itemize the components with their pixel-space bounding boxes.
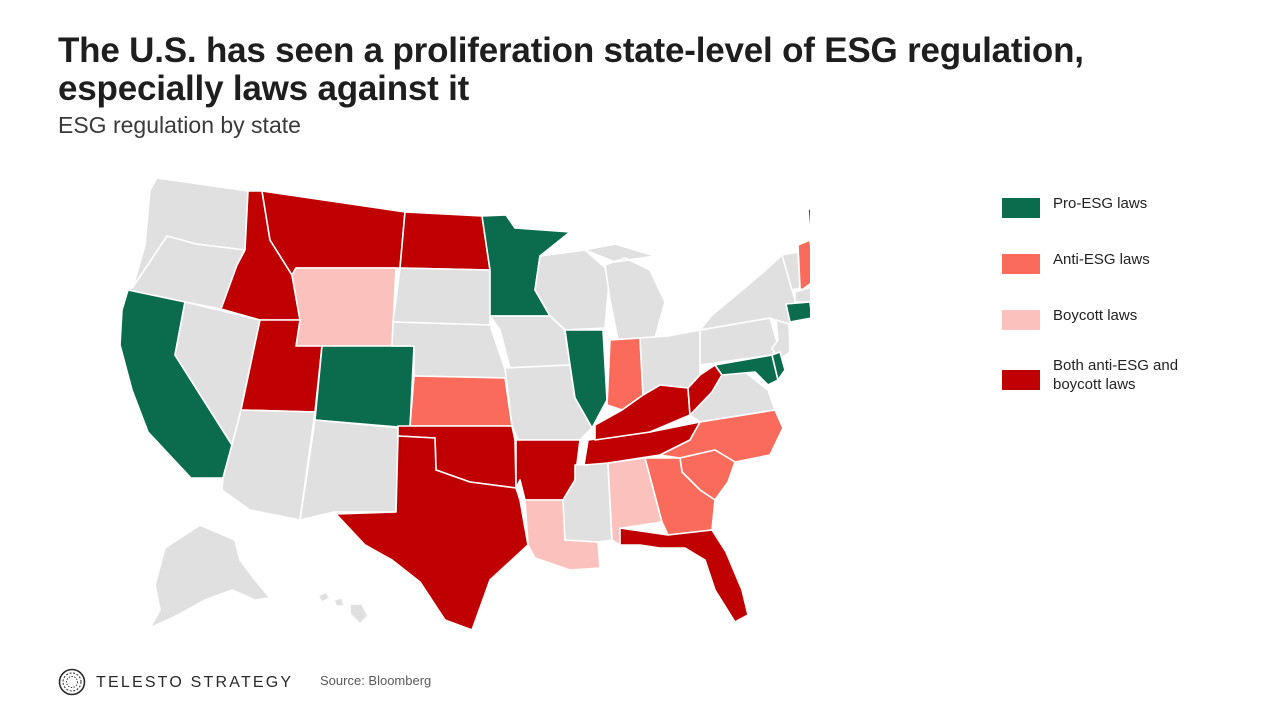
state-wisconsin bbox=[534, 249, 611, 331]
state-connecticut bbox=[785, 301, 810, 323]
state-kansas bbox=[409, 375, 513, 427]
state-colorado bbox=[314, 345, 415, 429]
state-missouri bbox=[504, 364, 593, 441]
source-note: Source: Bloomberg bbox=[320, 673, 432, 688]
legend-label-boycott: Boycott laws bbox=[1053, 307, 1138, 324]
state-alaska bbox=[149, 524, 271, 629]
state-wyoming bbox=[291, 267, 397, 347]
legend-label-pro: Pro-ESG laws bbox=[1053, 195, 1148, 212]
state-texas bbox=[335, 435, 529, 631]
state-georgia bbox=[644, 457, 716, 536]
state-arizona bbox=[221, 409, 316, 521]
state-new-hampshire bbox=[797, 239, 810, 291]
state-florida bbox=[619, 527, 749, 623]
legend-swatch-pro bbox=[1002, 198, 1040, 218]
legend-label-anti: Anti-ESG laws bbox=[1053, 251, 1150, 268]
state-maine bbox=[807, 207, 810, 246]
us-states-map bbox=[119, 177, 810, 631]
state-south-dakota bbox=[392, 267, 491, 326]
page-title: The U.S. has seen a proliferation state-… bbox=[58, 31, 1084, 108]
state-montana bbox=[261, 190, 406, 276]
legend-label-both: Both anti-ESG and boycott laws bbox=[1053, 357, 1179, 393]
brand-mark-icon bbox=[58, 668, 86, 696]
state-hawaii bbox=[317, 591, 369, 625]
state-michigan bbox=[584, 243, 666, 341]
state-delaware bbox=[771, 351, 786, 381]
page-subtitle: ESG regulation by state bbox=[58, 112, 301, 138]
legend-swatch-anti bbox=[1002, 254, 1040, 274]
legend-swatch-boycott bbox=[1002, 310, 1040, 330]
brand-logo: TELESTO STRATEGY bbox=[58, 668, 298, 698]
state-new-york bbox=[699, 254, 799, 331]
state-new-mexico bbox=[299, 419, 401, 521]
state-massachusetts bbox=[794, 286, 810, 303]
brand-name: TELESTO STRATEGY bbox=[96, 674, 294, 691]
state-north-dakota bbox=[399, 211, 491, 271]
legend-swatch-both bbox=[1002, 370, 1040, 390]
